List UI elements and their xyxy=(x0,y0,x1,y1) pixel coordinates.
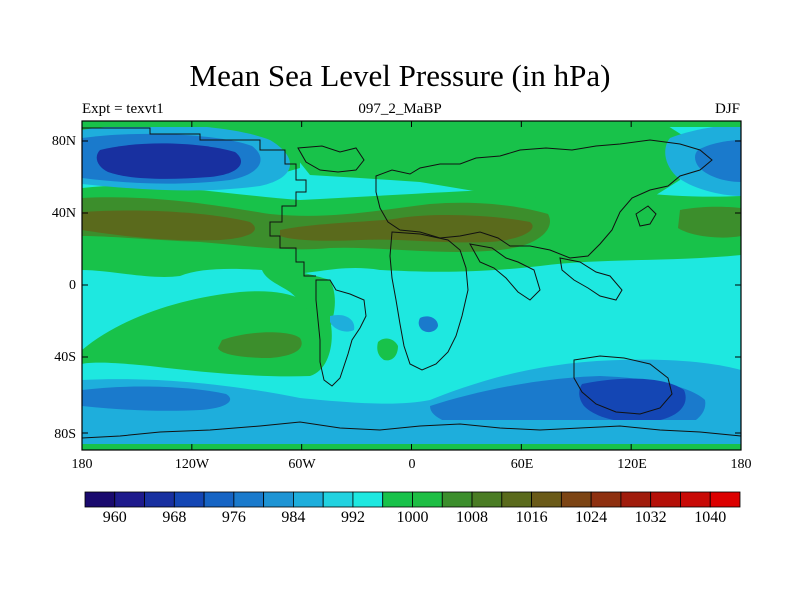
colorbar-swatch xyxy=(293,491,324,508)
coastline-north-america xyxy=(82,127,316,277)
colorbar-swatch xyxy=(233,491,265,508)
coastline-africa xyxy=(389,231,469,371)
colorbar-label: 968 xyxy=(162,509,187,526)
lat-label-80n: 80N xyxy=(51,134,76,149)
colorbar-swatch xyxy=(620,491,652,508)
lon-label-180e: 180 xyxy=(730,457,752,472)
coastline-greenland xyxy=(297,145,365,173)
coastline-eurasia xyxy=(375,139,713,259)
season-label: DJF xyxy=(714,101,740,117)
colorbar-label: 1000 xyxy=(396,509,429,526)
latitude-ticks xyxy=(82,140,741,434)
tropical-indian-blue xyxy=(418,316,438,333)
colorbar-swatch xyxy=(203,491,235,508)
colorbar-swatch xyxy=(501,491,532,508)
lat-label-40n: 40N xyxy=(51,206,76,221)
colorbar-swatch xyxy=(560,491,592,508)
southern-ocean-core xyxy=(579,378,686,423)
time-period-label: 097_2_MaBP xyxy=(358,101,442,117)
colorbar-swatch xyxy=(114,491,145,508)
colorbar-label: 1016 xyxy=(515,509,548,526)
colorbar-swatch xyxy=(84,491,116,508)
colorbar-swatch xyxy=(441,491,473,508)
coastline-australia xyxy=(573,355,673,415)
chart-title: Mean Sea Level Pressure (in hPa) xyxy=(189,58,611,93)
subtropical-high-brown-center xyxy=(280,215,533,243)
lon-label-0: 0 xyxy=(408,457,416,472)
colorbar-label: 976 xyxy=(221,509,246,526)
coastline-southeast-asia xyxy=(559,257,623,301)
coastline-antarctica xyxy=(81,421,742,439)
colorbar-swatch xyxy=(173,491,205,508)
colorbar xyxy=(84,491,741,508)
longitude-ticks xyxy=(81,121,742,450)
colorbar-swatch xyxy=(471,491,503,508)
pressure-field xyxy=(82,121,741,450)
colorbar-label: 992 xyxy=(340,509,365,526)
colorbar-swatch xyxy=(263,491,294,508)
colorbar-label: 1008 xyxy=(456,509,489,526)
coastline-east-asia-islands xyxy=(635,205,657,227)
colorbar-label: 960 xyxy=(102,509,127,526)
colorbar-swatch xyxy=(590,491,622,508)
colorbar-swatch xyxy=(412,491,443,508)
colorbar-swatch xyxy=(322,491,354,508)
north-low-core xyxy=(96,143,242,179)
experiment-label: Expt = texvt1 xyxy=(82,101,164,117)
colorbar-swatch xyxy=(709,491,741,508)
tropical-atlantic-blue xyxy=(330,314,355,332)
coastlines xyxy=(81,127,742,439)
south-belt-olive xyxy=(218,332,302,358)
northeast-low-core xyxy=(695,140,741,182)
colorbar-swatch xyxy=(382,491,413,508)
colorbar-swatch xyxy=(352,491,384,508)
colorbar-swatch xyxy=(144,491,175,508)
colorbar-swatch xyxy=(531,491,562,508)
colorbar-swatch xyxy=(650,491,681,508)
north-atlantic-green xyxy=(290,121,690,205)
lat-label-equator: 0 xyxy=(69,278,76,293)
east-high-olive xyxy=(678,206,741,238)
colorbar-label: 1040 xyxy=(694,509,727,526)
subtropical-high-brown-west xyxy=(82,210,255,241)
lon-label-120w: 120W xyxy=(174,457,210,472)
colorbar-label: 984 xyxy=(281,509,306,526)
lat-label-80s: 80S xyxy=(54,427,76,442)
lon-label-120e: 120E xyxy=(617,457,647,472)
lon-label-180w: 180 xyxy=(71,457,93,472)
lat-label-40s: 40S xyxy=(54,350,76,365)
coastline-arabia-india xyxy=(469,243,541,301)
colorbar-label: 1024 xyxy=(575,509,608,526)
lon-label-60e: 60E xyxy=(510,457,534,472)
coastline-south-america xyxy=(315,279,367,387)
colorbar-swatch xyxy=(680,491,711,508)
south-pacific-blue xyxy=(82,386,231,411)
colorbar-label: 1032 xyxy=(634,509,667,526)
lon-label-60w: 60W xyxy=(288,457,316,472)
tropics-green-patch xyxy=(377,338,398,361)
central-west-green xyxy=(262,269,335,330)
